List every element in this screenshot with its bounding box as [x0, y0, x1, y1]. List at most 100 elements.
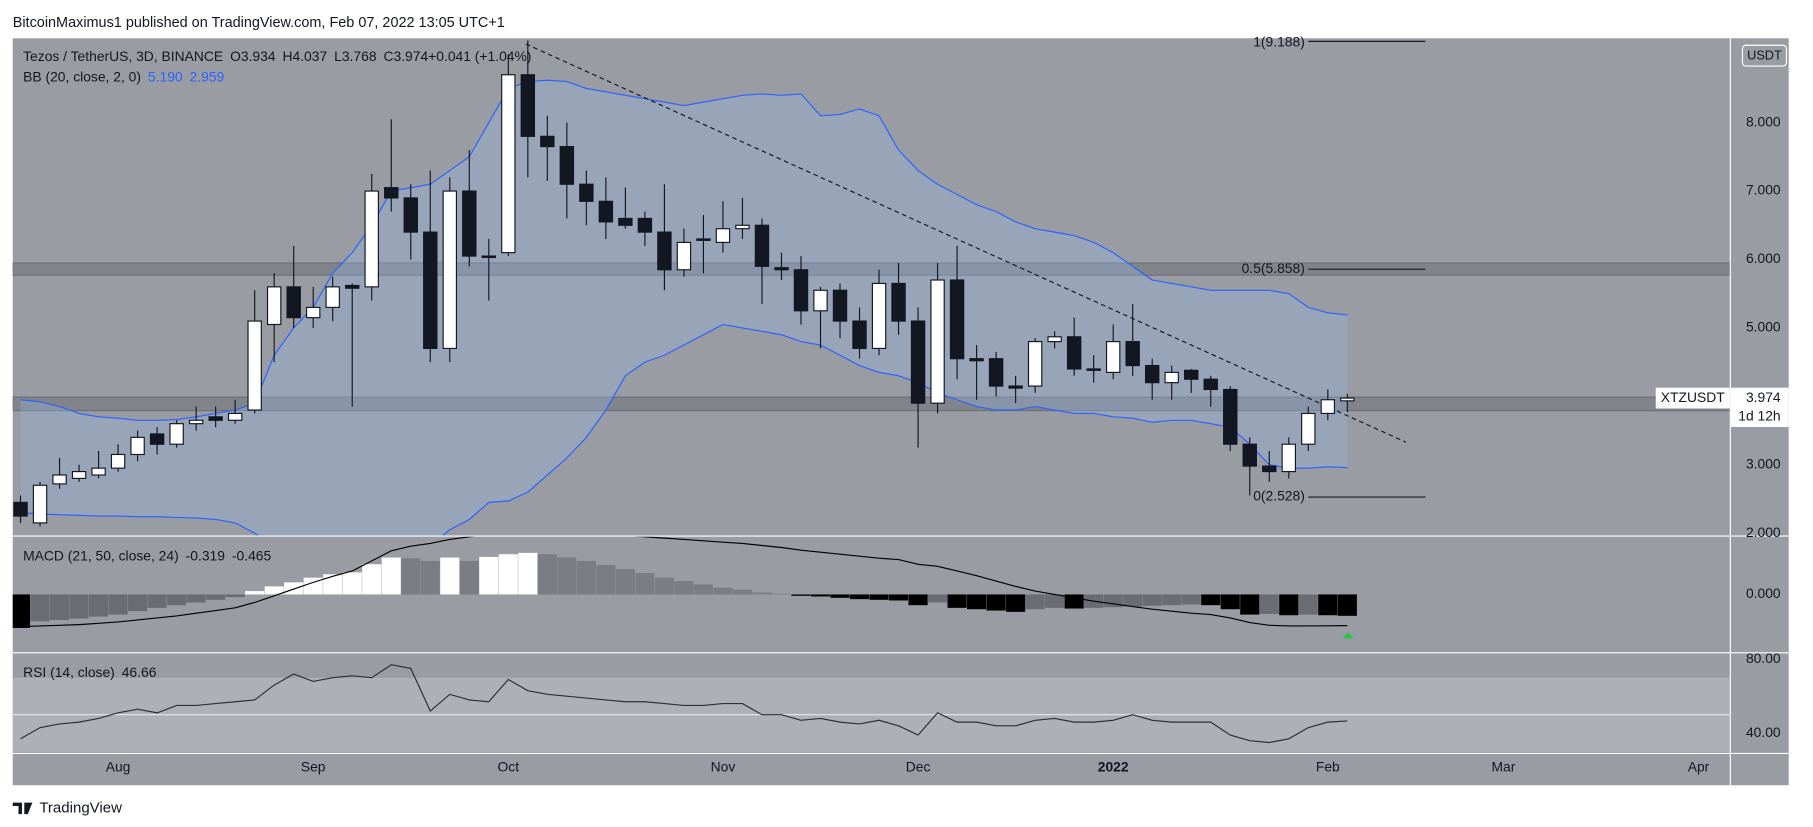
macd-histogram-bar — [810, 594, 831, 597]
candle-body — [403, 197, 418, 233]
legend-label: L — [334, 47, 342, 63]
candle-body — [930, 279, 945, 404]
macd-histogram-bar — [498, 554, 518, 595]
candle-body — [1164, 371, 1179, 384]
macd-histogram-bar — [167, 594, 187, 606]
candle-body — [618, 217, 633, 226]
macd-histogram-bar — [108, 594, 128, 615]
legend-value: 3.768 — [342, 47, 377, 63]
candle-body — [305, 306, 321, 319]
candle-body — [832, 289, 848, 322]
candle-body — [442, 190, 457, 350]
candle-body — [774, 267, 789, 271]
logo-icon — [12, 802, 33, 815]
x-tick-label: Sep — [301, 759, 326, 775]
fib-label: 0.5(5.858) — [1242, 260, 1305, 276]
candle-body — [1281, 443, 1296, 473]
candle-body — [559, 146, 575, 185]
y-tick-label: 80.00 — [1746, 650, 1781, 666]
candle-body — [286, 286, 301, 319]
last-price-label: 3.974 — [1746, 389, 1781, 405]
candle-body — [32, 484, 48, 524]
y-tick-label: 2.000 — [1746, 524, 1781, 540]
candle-body — [423, 231, 438, 350]
macd-histogram-bar — [245, 591, 265, 595]
candle-body — [1301, 412, 1316, 445]
candle-body — [1008, 385, 1023, 389]
candle-body — [754, 224, 770, 267]
macd-histogram-bar — [128, 594, 148, 612]
macd-histogram-bar — [1064, 594, 1084, 609]
macd-pane — [12, 536, 1357, 628]
macd-histogram-bar — [635, 572, 655, 595]
macd-line — [20, 536, 1348, 628]
macd-histogram-bar — [147, 594, 167, 608]
legend-title: MACD (21, 50, close, 24) — [23, 547, 179, 563]
x-tick-label: Nov — [711, 759, 736, 775]
x-tick-label: Aug — [106, 759, 131, 775]
macd-histogram-bar — [615, 568, 635, 595]
macd-histogram-bar — [420, 560, 440, 595]
legend-value: -0.465 — [232, 547, 272, 563]
currency-button[interactable] — [1741, 44, 1787, 67]
candle-body — [657, 231, 672, 271]
macd-histogram-bar — [557, 557, 577, 595]
macd-histogram-bar — [986, 594, 1006, 611]
candle-body — [1242, 443, 1257, 467]
candle-body — [1144, 364, 1160, 384]
macd-histogram-bar — [830, 594, 850, 598]
macd-histogram-bar — [869, 594, 889, 600]
macd-histogram-bar — [1220, 594, 1240, 610]
candle-body — [501, 74, 516, 254]
candle-body — [345, 284, 360, 289]
macd-histogram-bar — [1045, 594, 1065, 608]
candle-body — [384, 187, 399, 199]
macd-histogram-bar — [69, 594, 89, 619]
bb-lower — [20, 323, 1348, 536]
macd-histogram-bar — [1337, 594, 1357, 616]
macd-histogram-bar — [323, 574, 343, 595]
legend-title: RSI (14, close) — [23, 664, 115, 680]
candle-body — [813, 289, 828, 312]
candle-body — [696, 238, 711, 241]
macd-histogram-bar — [381, 557, 401, 595]
macd-histogram-bar — [1298, 594, 1318, 615]
overlay: USDT TradingView Tezos / TetherUS, 3D, B… — [12, 34, 1789, 816]
alert-marker — [1342, 632, 1354, 639]
macd-histogram-bar — [732, 589, 753, 595]
currency[interactable]: USDT — [1747, 48, 1782, 63]
candle-body — [266, 286, 282, 326]
candle-body — [598, 200, 614, 223]
candle-body — [1184, 369, 1199, 380]
header: BitcoinMaximus1 published on TradingView… — [13, 15, 505, 31]
candle-body — [793, 269, 809, 312]
macd-histogram-bar — [225, 594, 245, 598]
macd-histogram-bar — [1201, 594, 1221, 606]
candle-body — [891, 282, 906, 322]
macd-histogram-bar — [849, 594, 870, 600]
macd-histogram-bar — [888, 594, 909, 601]
legend-label: O — [230, 47, 241, 63]
candle-body — [227, 412, 243, 421]
candle-body — [852, 320, 867, 350]
macd-histogram-bar — [12, 594, 31, 628]
candle-body — [364, 190, 379, 288]
chart-area — [12, 38, 1789, 786]
candle-body — [1066, 336, 1082, 370]
fib-label: 0(2.528) — [1253, 488, 1305, 504]
macd-histogram-bar — [752, 592, 772, 595]
macd-histogram-bar — [1259, 594, 1279, 614]
candle-body — [188, 419, 204, 425]
legend-value: 5.190 — [148, 68, 183, 84]
x-tick-label: Oct — [498, 759, 520, 775]
footer: TradingView — [39, 799, 122, 816]
candle-body — [13, 501, 28, 517]
candle-body — [579, 183, 594, 202]
candle-body — [1027, 341, 1043, 387]
candle-body — [91, 467, 106, 476]
macd-histogram-bar — [362, 564, 382, 595]
legend-value: 4.037 — [293, 47, 328, 63]
legend-title: BB (20, close, 2, 0) — [23, 68, 141, 84]
legend: MACD (21, 50, close, 24) -0.319 -0.465 — [23, 547, 271, 563]
